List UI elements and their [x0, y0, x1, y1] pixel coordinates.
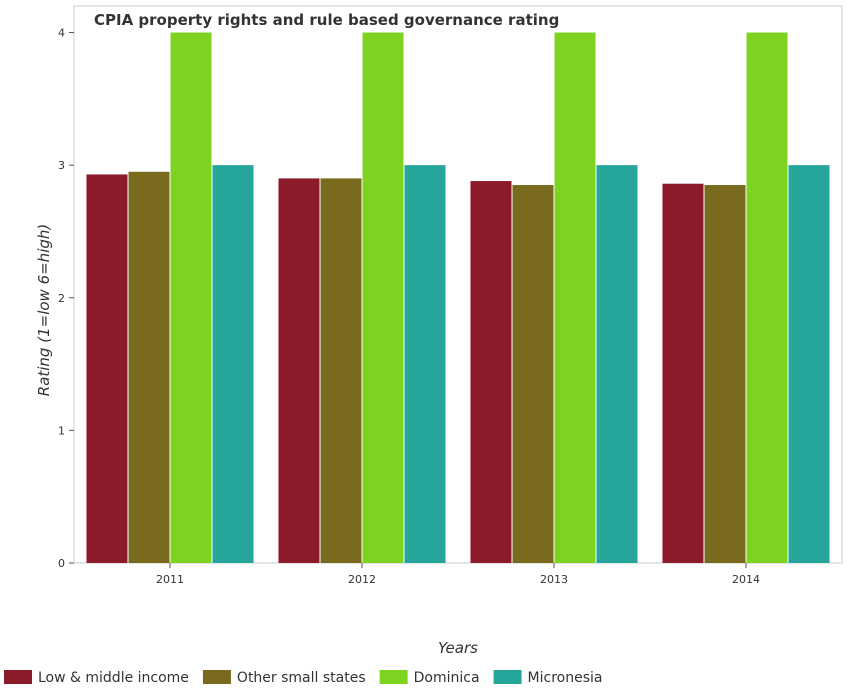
bar-other-small-states-2014 — [704, 185, 746, 564]
legend-swatch — [202, 670, 231, 684]
legend: Low & middle income Other small states Dom… — [4, 670, 602, 686]
y-tick-label: 1 — [58, 424, 65, 437]
bar-other-small-states-2013 — [512, 185, 554, 564]
y-axis-ticks: 0 1 2 3 4 — [58, 27, 74, 570]
bar-low-middle-income-2013 — [470, 181, 512, 564]
y-axis-title: Rating (1=low 6=high) — [35, 224, 53, 396]
bar-low-middle-income-2014 — [662, 183, 704, 563]
legend-label: Other small states — [237, 670, 366, 686]
legend-label: Micronesia — [528, 670, 603, 686]
bar-micronesia-2013 — [596, 165, 638, 563]
bar-micronesia-2012 — [404, 165, 446, 563]
legend-label: Dominica — [414, 670, 480, 686]
plot-area — [73, 5, 843, 564]
bar-other-small-states-2011 — [128, 171, 170, 563]
y-tick-label: 0 — [58, 557, 65, 570]
y-tick-label: 4 — [58, 27, 65, 40]
bar-dominica-2012 — [362, 32, 404, 564]
x-axis-ticks: 2011 2012 2013 2014 — [156, 563, 760, 586]
bar-dominica-2014 — [746, 32, 788, 564]
x-tick-label: 2013 — [540, 573, 568, 586]
y-tick-label: 3 — [58, 159, 65, 172]
legend-label: Low & middle income — [38, 670, 189, 686]
bars-group — [86, 32, 830, 564]
bar-dominica-2011 — [170, 32, 212, 564]
legend-swatch — [493, 670, 522, 684]
y-tick-label: 2 — [58, 292, 65, 305]
bar-dominica-2013 — [554, 32, 596, 564]
x-tick-label: 2011 — [156, 573, 184, 586]
bar-other-small-states-2012 — [320, 178, 362, 563]
bar-micronesia-2014 — [788, 165, 830, 563]
plot-frame — [73, 5, 843, 564]
x-tick-label: 2012 — [348, 573, 376, 586]
legend-swatch — [379, 670, 408, 684]
bar-low-middle-income-2011 — [86, 174, 128, 563]
legend-swatch — [4, 670, 32, 684]
x-axis-title: Years — [438, 639, 478, 657]
x-tick-label: 2014 — [732, 573, 760, 586]
bar-micronesia-2011 — [212, 165, 254, 563]
chart-title: CPIA property rights and rule based gove… — [94, 11, 559, 29]
bar-low-middle-income-2012 — [278, 178, 320, 563]
